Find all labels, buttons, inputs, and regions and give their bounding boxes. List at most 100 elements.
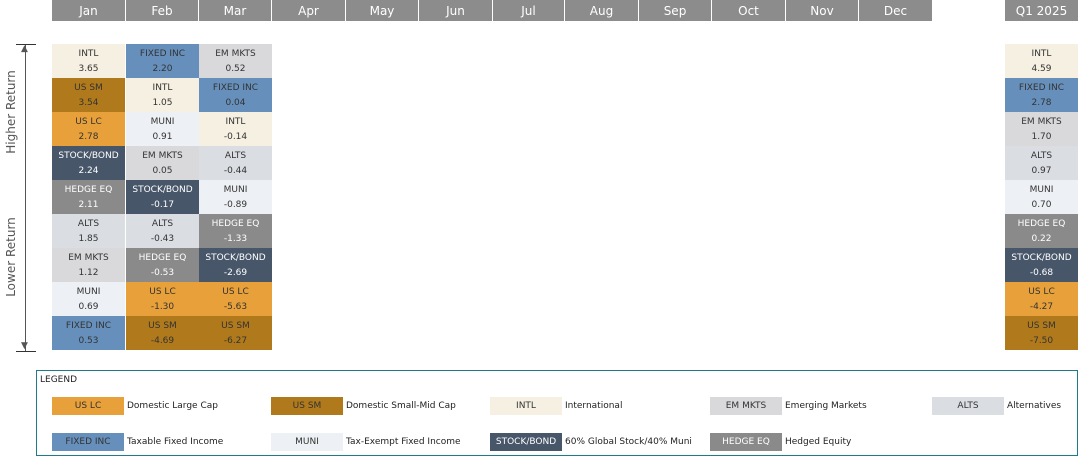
asset-return: 2.78 [1031,97,1052,108]
asset-cell: HEDGE EQ -1.33 [199,214,272,248]
asset-cell: US SM 3.54 [52,78,125,112]
asset-cell: MUNI 0.91 [126,112,199,146]
asset-cell: INTL -0.14 [199,112,272,146]
asset-name: EM MKTS [68,252,109,263]
asset-name: US SM [74,82,103,93]
asset-name: US LC [75,116,102,127]
asset-cell: INTL 3.65 [52,44,125,78]
month-header-may: May [346,0,418,21]
month-header-aug: Aug [565,0,638,21]
legend-item: US SM Domestic Small-Mid Cap [271,397,456,415]
axis-top-tick [16,44,36,45]
asset-return: -0.43 [150,233,175,244]
asset-name: MUNI [1029,184,1054,195]
asset-name: ALTS [224,150,247,161]
asset-name: US SM [148,320,177,331]
asset-return: 2.11 [78,199,99,210]
asset-name: INTL [78,48,99,59]
asset-return: 1.05 [152,97,173,108]
asset-cell: STOCK/BOND 2.24 [52,146,125,180]
asset-cell: INTL 1.05 [126,78,199,112]
asset-cell: EM MKTS 1.12 [52,248,125,282]
asset-return: 2.20 [152,63,173,74]
legend-swatch: US SM [271,397,343,415]
asset-return: -4.27 [1029,301,1054,312]
asset-return: -5.63 [223,301,248,312]
asset-return: 0.91 [152,131,173,142]
legend-description: Domestic Small-Mid Cap [346,401,456,411]
asset-cell: EM MKTS 1.70 [1005,112,1078,146]
asset-return: 0.05 [152,165,173,176]
month-header-dec: Dec [859,0,932,21]
asset-name: HEDGE EQ [211,218,260,229]
asset-name: STOCK/BOND [132,184,193,195]
asset-cell: US SM -7.50 [1005,316,1078,350]
month-header-oct: Oct [712,0,785,21]
legend-item: HEDGE EQ Hedged Equity [710,433,851,451]
asset-return: -1.30 [150,301,175,312]
asset-return: -0.44 [223,165,248,176]
legend-item: ALTS Alternatives [932,397,1061,415]
asset-return: -0.14 [223,131,248,142]
asset-cell: FIXED INC 0.04 [199,78,272,112]
asset-name: INTL [1031,48,1052,59]
legend-title: LEGEND [40,375,78,385]
asset-name: US SM [221,320,250,331]
arrow-down-icon: ▼ [21,341,28,351]
column-mar: EM MKTS 0.52 FIXED INC 0.04 INTL -0.14 ALTS -0.… [199,44,272,350]
asset-return: 1.70 [1031,131,1052,142]
legend-description: Hedged Equity [785,437,852,447]
asset-cell: HEDGE EQ 0.22 [1005,214,1078,248]
asset-name: ALTS [77,218,100,229]
legend-description: Domestic Large Cap [127,401,218,411]
asset-cell: HEDGE EQ 2.11 [52,180,125,214]
asset-name: FIXED INC [65,320,112,331]
q1-header: Q1 2025 [1005,0,1078,21]
asset-return: 0.53 [78,335,99,346]
month-header-sep: Sep [639,0,711,21]
asset-cell: ALTS -0.44 [199,146,272,180]
asset-name: EM MKTS [142,150,183,161]
asset-return: 2.78 [78,131,99,142]
legend-description: Taxable Fixed Income [127,437,224,447]
asset-return: 4.59 [1031,63,1052,74]
legend-swatch: INTL [490,397,562,415]
asset-name: INTL [152,82,173,93]
asset-return: -0.89 [223,199,248,210]
asset-cell: MUNI 0.70 [1005,180,1078,214]
legend-description: 60% Global Stock/40% Muni [565,437,692,447]
asset-cell: US SM -4.69 [126,316,199,350]
axis-bottom-tick [16,351,36,352]
asset-return: 1.12 [78,267,99,278]
legend-item: INTL International [490,397,622,415]
higher-return-label: Higher Return [4,70,18,154]
asset-return: 3.54 [78,97,99,108]
asset-return: 2.24 [78,165,99,176]
lower-return-label: Lower Return [4,217,18,297]
asset-return: 0.97 [1031,165,1052,176]
month-header-jan: Jan [52,0,125,21]
asset-name: MUNI [150,116,175,127]
asset-cell: FIXED INC 0.53 [52,316,125,350]
legend-description: Alternatives [1007,401,1062,411]
asset-return: -0.53 [150,267,175,278]
legend-item: EM MKTS Emerging Markets [710,397,867,415]
asset-name: INTL [225,116,246,127]
asset-name: US LC [1028,286,1055,297]
asset-cell: US LC -4.27 [1005,282,1078,316]
asset-cell: STOCK/BOND -0.17 [126,180,199,214]
asset-cell: EM MKTS 0.05 [126,146,199,180]
axis-line [25,45,26,351]
asset-name: US LC [149,286,176,297]
asset-cell: ALTS 0.97 [1005,146,1078,180]
asset-return: 1.85 [78,233,99,244]
month-header-jul: Jul [493,0,564,21]
asset-cell: US LC 2.78 [52,112,125,146]
legend-swatch: STOCK/BOND [490,433,562,451]
asset-return: -1.33 [223,233,248,244]
month-header-nov: Nov [786,0,858,21]
asset-return: 0.22 [1031,233,1052,244]
legend-swatch: US LC [52,397,124,415]
asset-cell: US LC -5.63 [199,282,272,316]
asset-name: FIXED INC [1018,82,1065,93]
